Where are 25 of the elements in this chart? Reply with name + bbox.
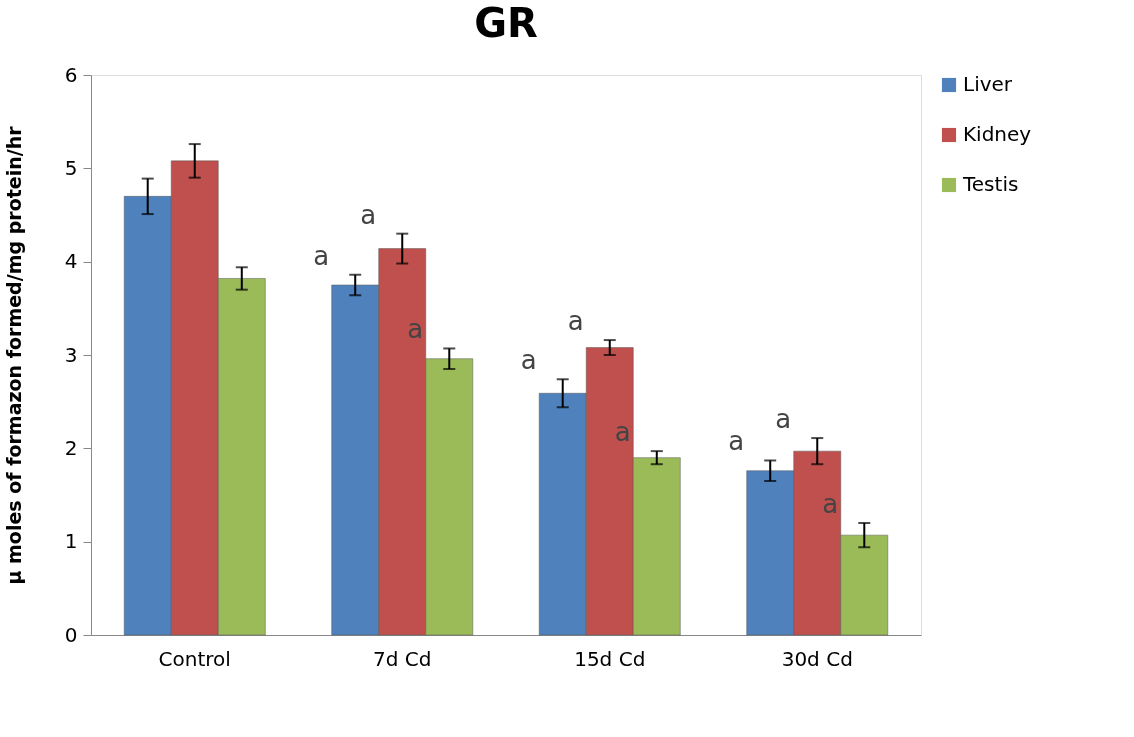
annotation: a [520, 345, 537, 376]
legend-label: Liver [963, 72, 1013, 96]
annotation: a [728, 426, 745, 457]
x-tick-label: Control [158, 646, 231, 671]
y-tick-label: 3 [64, 342, 78, 367]
annotation: a [775, 404, 792, 435]
legend-label: Kidney [963, 122, 1032, 146]
x-tick-label: 15d Cd [574, 646, 646, 671]
annotation: a [822, 489, 839, 519]
x-tick-label: 30d Cd [781, 646, 853, 671]
annotation: a [313, 240, 330, 271]
y-tick-label: 1 [64, 529, 78, 554]
x-tick-label: 7d Cd [373, 646, 432, 671]
y-tick-label: 2 [64, 435, 78, 460]
legend-label: Testis [962, 172, 1019, 196]
y-tick-label: 4 [64, 249, 78, 274]
chart-title: GR [474, 0, 538, 46]
y-tick-label: 0 [64, 622, 78, 647]
annotation: a [567, 306, 584, 337]
y-axis-title: µ moles of formazon formed/mg protein/hr [2, 125, 25, 585]
y-tick-label: 6 [64, 62, 78, 87]
annotation: a [360, 199, 377, 230]
annotation: a [407, 314, 424, 345]
y-tick-label: 5 [64, 155, 78, 180]
annotation: a [614, 417, 631, 448]
